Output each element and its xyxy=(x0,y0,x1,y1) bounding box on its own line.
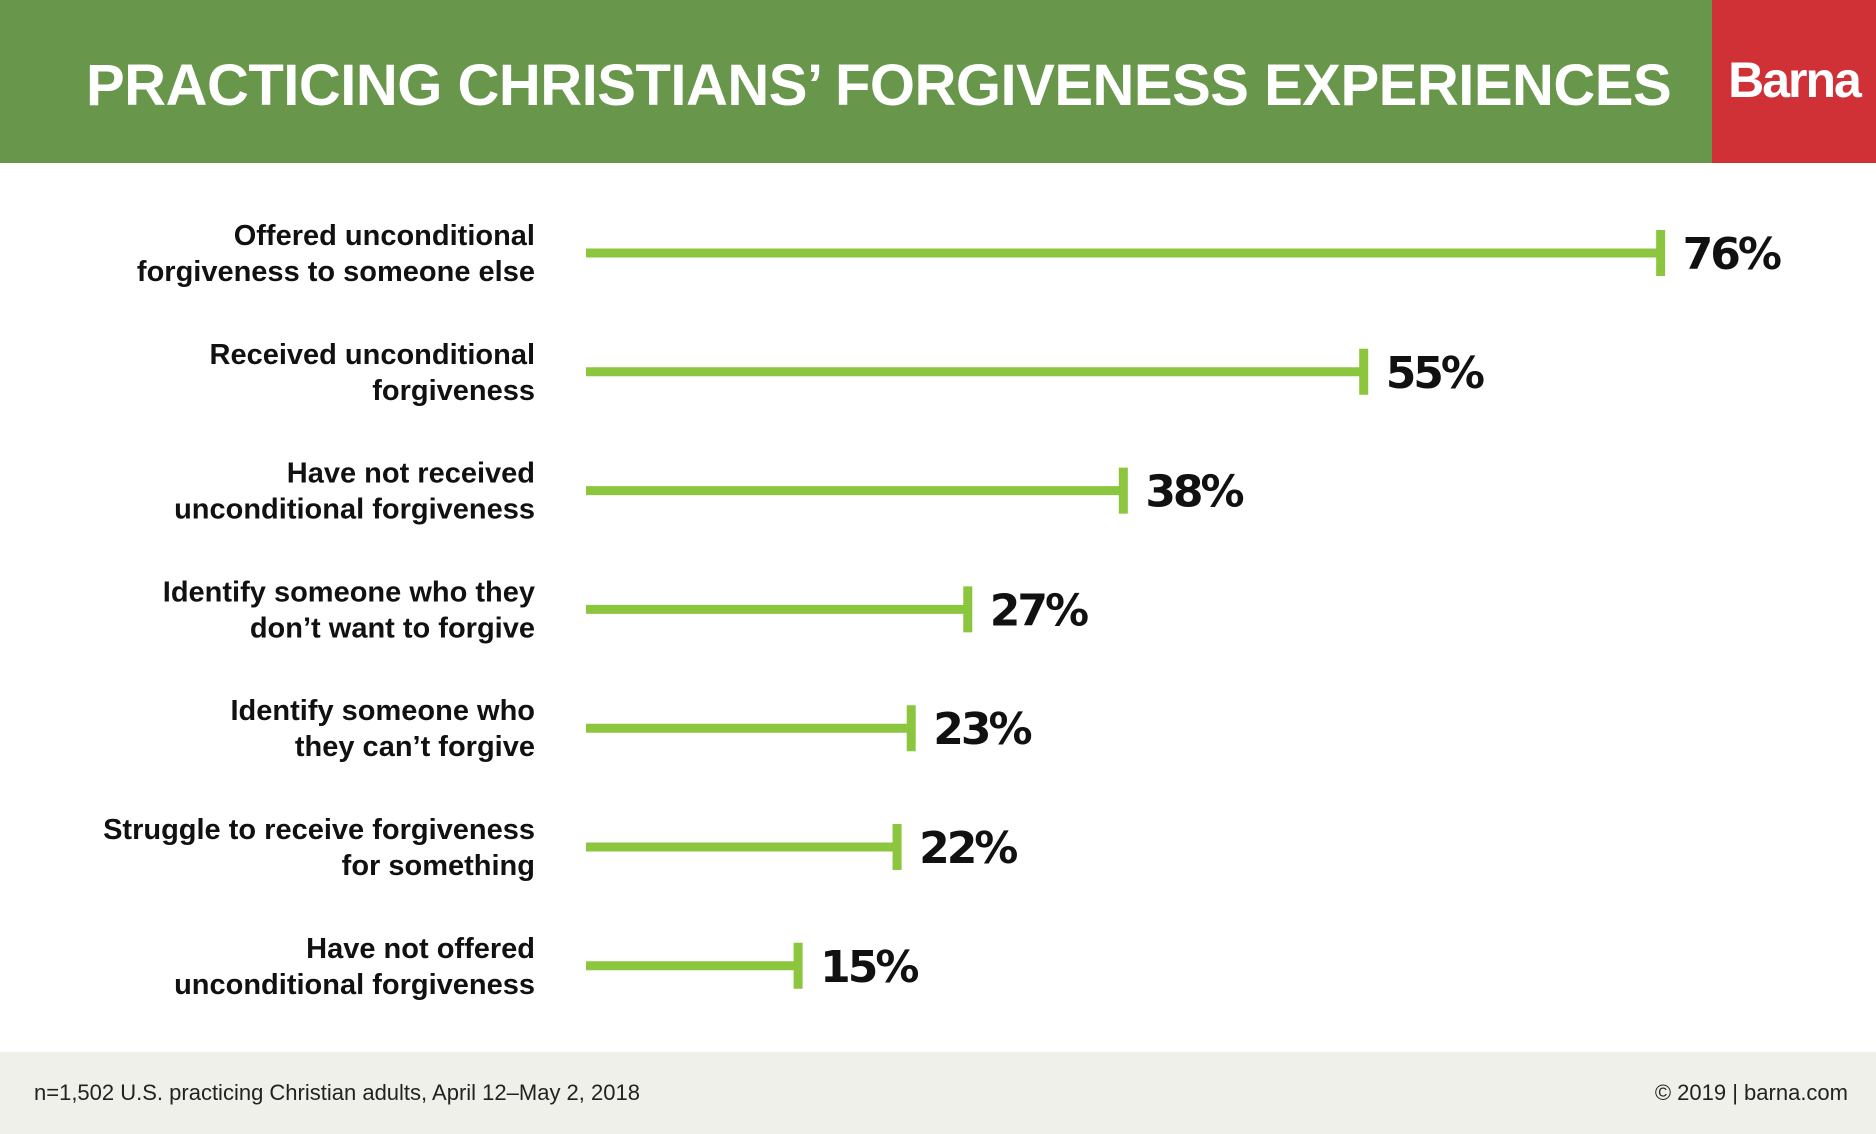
value-label: 27% xyxy=(990,585,1088,636)
category-label: Identify someone who they can’t forgive xyxy=(230,695,535,763)
category-label: Offered unconditional forgiveness to some… xyxy=(137,220,535,288)
value-label: 22% xyxy=(919,823,1017,874)
value-label: 55% xyxy=(1386,348,1484,399)
category-label-line: unconditional forgiveness xyxy=(174,969,535,1001)
category-label-line: unconditional forgiveness xyxy=(174,494,535,526)
brand-logo: Barna xyxy=(1728,52,1862,108)
category-label: Struggle to receive forgiveness for somet… xyxy=(103,814,535,882)
category-label: Received unconditional forgiveness xyxy=(210,339,536,407)
category-label: Identify someone who they don’t want to f… xyxy=(163,576,535,644)
category-label-line: Offered unconditional xyxy=(234,220,535,252)
category-label-line: for something xyxy=(342,850,535,882)
category-label-line: Identify someone who they xyxy=(163,576,535,608)
copyright-credit: © 2019 | barna.com xyxy=(1654,1080,1848,1105)
header-banner: PRACTICING CHRISTIANS’ FORGIVENESS EXPER… xyxy=(0,0,1876,163)
category-label-line: forgiveness xyxy=(372,375,535,407)
category-label: Have not offered unconditional forgivenes… xyxy=(174,933,535,1001)
value-label: 15% xyxy=(820,942,918,993)
category-label-line: don’t want to forgive xyxy=(250,612,535,644)
value-label: 76% xyxy=(1683,229,1781,280)
value-label: 23% xyxy=(933,704,1031,755)
value-label: 38% xyxy=(1145,467,1243,518)
category-label-line: Have not received xyxy=(287,458,535,490)
category-label-line: Have not offered xyxy=(306,933,535,965)
category-label-line: Struggle to receive forgiveness xyxy=(103,814,535,846)
page-title: PRACTICING CHRISTIANS’ FORGIVENESS EXPER… xyxy=(86,53,1672,118)
footer: n=1,502 U.S. practicing Christian adults… xyxy=(0,1052,1876,1134)
category-label-line: they can’t forgive xyxy=(295,731,535,763)
category-label-line: Received unconditional xyxy=(210,339,536,371)
category-label: Have not received unconditional forgivene… xyxy=(174,458,535,526)
category-label-line: Identify someone who xyxy=(230,695,535,727)
brand-box: Barna xyxy=(1712,0,1876,163)
sample-note: n=1,502 U.S. practicing Christian adults… xyxy=(34,1080,640,1105)
category-label-line: forgiveness to someone else xyxy=(137,256,535,288)
